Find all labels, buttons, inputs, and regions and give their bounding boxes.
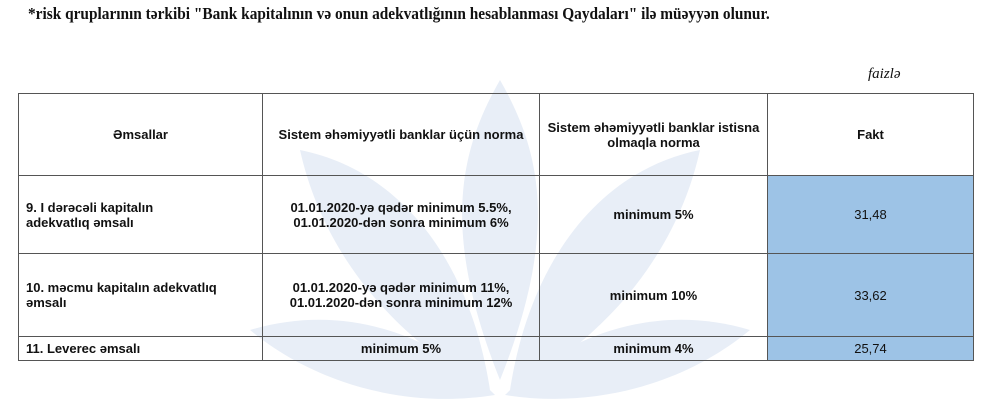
fakt-value: 33,62 <box>767 253 974 337</box>
norm-line: 01.01.2020-dən sonra minimum 12% <box>289 295 513 310</box>
ratio-name: 11. Leverec əmsalı <box>18 336 263 361</box>
header-cell: Əmsallar <box>18 93 263 176</box>
ratio-name-line: əmsalı <box>26 295 67 310</box>
norm-line: 01.01.2020-yə qədər minimum 11%, <box>292 280 510 295</box>
table-row: 9. I dərəcəli kapitalın adekvatlıq əmsalı… <box>18 175 974 254</box>
table-row: 10. məcmu kapitalın adekvatlıq əmsalı 01.… <box>18 253 974 337</box>
ratio-name-line: adekvatlıq əmsalı <box>26 214 134 230</box>
ratio-name-line: 10. məcmu kapitalın adekvatlıq <box>26 280 217 295</box>
other-norm: minimum 5% <box>539 175 768 254</box>
systemic-norm: 01.01.2020-yə qədər minimum 5.5%, 01.01.2… <box>262 175 540 254</box>
header-cell: Sistem əhəmiyyətli banklar istisna olmaq… <box>539 93 768 176</box>
ratio-name: 10. məcmu kapitalın adekvatlıq əmsalı <box>18 253 263 337</box>
unit-label: faizlə <box>868 66 901 82</box>
systemic-norm: 01.01.2020-yə qədər minimum 11%, 01.01.20… <box>262 253 540 337</box>
norm-line: 01.01.2020-dən sonra minimum 6% <box>293 214 509 230</box>
header-cell: Fakt <box>767 93 974 176</box>
other-norm: minimum 10% <box>539 253 768 337</box>
ratio-name: 9. I dərəcəli kapitalın adekvatlıq əmsalı <box>18 175 263 254</box>
norm-line: 01.01.2020-yə qədər minimum 5.5%, <box>290 199 512 215</box>
ratios-table: Əmsallar Sistem əhəmiyyətli banklar üçün… <box>18 93 974 361</box>
table-header-row: Əmsallar Sistem əhəmiyyətli banklar üçün… <box>18 93 974 176</box>
fakt-value: 31,48 <box>767 175 974 254</box>
fakt-value: 25,74 <box>767 336 974 361</box>
systemic-norm: minimum 5% <box>262 336 540 361</box>
table-row: 11. Leverec əmsalı minimum 5% minimum 4%… <box>18 336 974 361</box>
footnote: *risk qruplarının tərkibi "Bank kapitalı… <box>28 4 770 23</box>
other-norm: minimum 4% <box>539 336 768 361</box>
header-cell: Sistem əhəmiyyətli banklar üçün norma <box>262 93 540 176</box>
ratio-name-line: 9. I dərəcəli kapitalın <box>26 199 154 215</box>
